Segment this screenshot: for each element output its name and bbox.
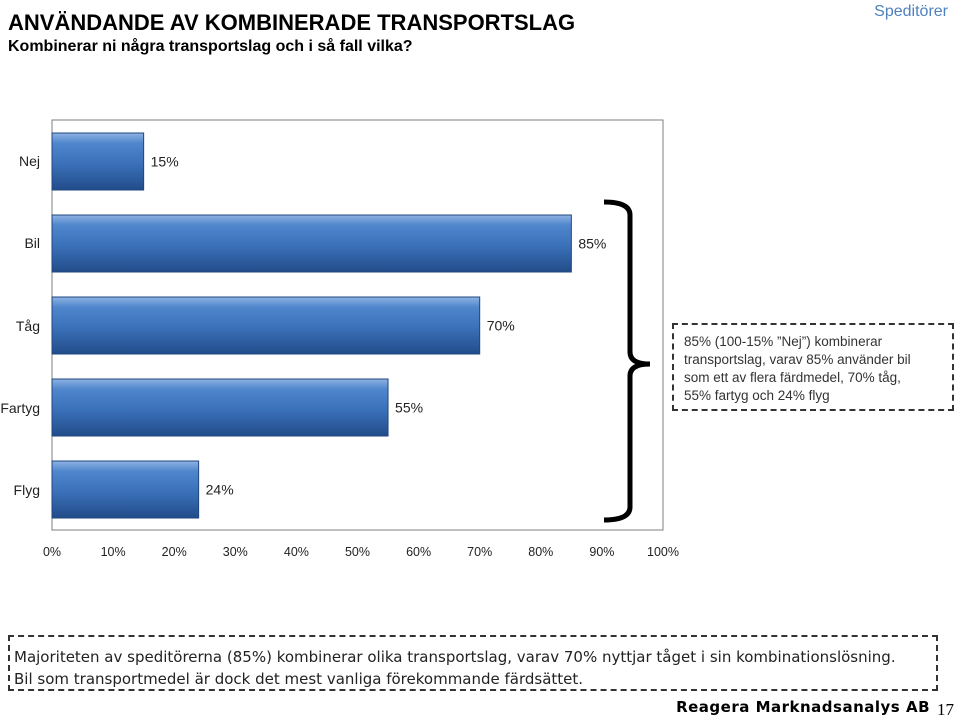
- brace-icon: [603, 199, 651, 523]
- x-tick-label: 50%: [345, 545, 370, 559]
- callout-box: 85% (100-15% ”Nej”) kombinerar transport…: [672, 323, 954, 411]
- bar: [51, 132, 145, 191]
- x-tick-label: 40%: [284, 545, 309, 559]
- callout-line: som ett av flera färdmedel, 70% tåg,: [684, 370, 901, 385]
- category-label: Bil: [24, 235, 40, 251]
- x-tick-label: 100%: [647, 545, 679, 559]
- bar: [51, 460, 200, 519]
- bar: [51, 296, 481, 355]
- category-label: Nej: [19, 153, 40, 169]
- category-label: Flyg: [14, 482, 40, 498]
- summary-line: Bil som transportmedel är dock det mest …: [14, 670, 584, 688]
- bar-value-label: 70%: [487, 318, 515, 334]
- category-label: Fartyg: [0, 400, 40, 416]
- bar-value-label: 85%: [578, 236, 606, 252]
- footer-company: Reagera Marknadsanalys AB: [676, 698, 930, 716]
- x-tick-label: 60%: [406, 545, 431, 559]
- x-tick-label: 30%: [223, 545, 248, 559]
- bar-value-label: 15%: [151, 154, 179, 170]
- x-tick-label: 10%: [101, 545, 126, 559]
- bar-value-label: 55%: [395, 400, 423, 416]
- callout-line: transportslag, varav 85% använder bil: [684, 352, 911, 367]
- summary-line: Majoriteten av speditörerna (85%) kombin…: [14, 648, 896, 666]
- x-tick-label: 80%: [528, 545, 553, 559]
- x-tick-label: 20%: [162, 545, 187, 559]
- bar: [51, 214, 572, 273]
- callout-line: 85% (100-15% ”Nej”) kombinerar: [684, 334, 883, 349]
- x-tick-label: 70%: [467, 545, 492, 559]
- x-tick-label: 0%: [43, 545, 61, 559]
- segment-badge: Speditörer: [874, 3, 948, 20]
- slide-title: ANVÄNDANDE AV KOMBINERADE TRANSPORTSLAG: [8, 10, 576, 35]
- page-number: 17: [937, 700, 954, 719]
- bar: [51, 378, 389, 437]
- slide-subtitle: Kombinerar ni några transportslag och i …: [8, 38, 413, 55]
- x-tick-label: 90%: [589, 545, 614, 559]
- summary-note: Majoriteten av speditörerna (85%) kombin…: [8, 635, 938, 691]
- category-label: Tåg: [16, 318, 40, 334]
- callout-line: 55% fartyg och 24% flyg: [684, 388, 830, 403]
- bar-value-label: 24%: [206, 482, 234, 498]
